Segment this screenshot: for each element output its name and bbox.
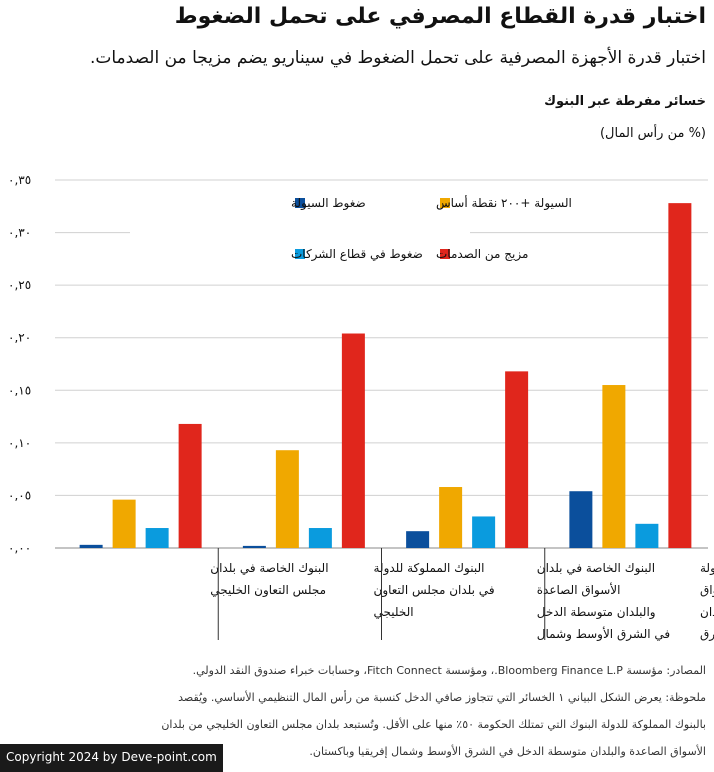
note-text-3: الأسواق الصاعدة والبلدان متوسطة الدخل في…: [309, 745, 706, 758]
legend-swatch: [440, 198, 450, 208]
y-tick-label: ٠,٠٥: [8, 488, 31, 502]
bar: [242, 545, 266, 548]
y-tick-label: ٠,١٥: [8, 383, 31, 397]
copyright-banner: Copyright 2024 by Deve-point.com: [0, 744, 223, 772]
bar: [439, 487, 463, 548]
legend: السيولة +٢٠٠ نقطة أساس ضغوط السيولة مزيج م…: [130, 192, 572, 262]
note-text: ملحوظة: يعرض الشكل البياني ١ الخسائر الت…: [178, 691, 706, 704]
bar: [406, 531, 430, 548]
bar: [79, 544, 103, 548]
chart-title: اختبار قدرة القطاع المصرفي على تحمل الضغ…: [174, 4, 706, 29]
bar: [145, 528, 169, 548]
category-label: البنوك الخاصة في بلدان الأسواق الصاعدة وال…: [537, 561, 670, 650]
bar: [635, 523, 659, 548]
y-tick-label: ٠,٢٥: [8, 278, 31, 292]
bar-chart: ٠,٠٠ ٠,٠٥ ٠,١٠ ٠,١٥ ٠,٢٠ ٠,٢٥ ٠,٣٠ ٠,٣٥ البنوك …: [8, 173, 714, 650]
sources-text: المصادر: مؤسسة Bloomberg Finance L.P.، و…: [192, 664, 706, 677]
y-tick-label: ٠,٣٥: [8, 173, 31, 187]
category-label: البنوك المملوكة للدولة في بلدان مجلس التع…: [374, 561, 495, 619]
legend-swatch: [295, 249, 305, 259]
y-tick-label: ٠,٠٠: [8, 541, 31, 555]
bar: [341, 333, 365, 548]
y-axis-unit: (% من رأس المال): [599, 126, 706, 141]
category-labels: البنوك الخاصة في بلدان مجلس التعاون الخلي…: [210, 548, 714, 650]
y-tick-label: ٠,١٠: [8, 436, 31, 450]
bar: [275, 450, 299, 548]
bar: [308, 528, 332, 548]
legend-label: مزيج من الصدمات: [436, 247, 528, 262]
chart-subtitle: اختبار قدرة الأجهزة المصرفية على تحمل ال…: [89, 48, 706, 68]
legend-label: السيولة +٢٠٠ نقطة أساس: [436, 195, 572, 211]
category-label: البنوك الخاصة في بلدان مجلس التعاون الخلي…: [210, 561, 328, 598]
note-text-2: بالبنوك المملوكة للدولة البنوك التي تمتل…: [161, 718, 706, 731]
legend-label: ضغوط في قطاع الشركات: [291, 247, 423, 262]
sources-notes: المصادر: مؤسسة Bloomberg Finance L.P.، و…: [6, 657, 706, 765]
y-tick-label: ٠,٣٠: [8, 226, 31, 240]
bar: [472, 516, 496, 548]
bar: [602, 385, 626, 548]
legend-swatch: [440, 249, 450, 259]
y-tick-labels: ٠,٠٠ ٠,٠٥ ٠,١٠ ٠,١٥ ٠,٢٠ ٠,٢٥ ٠,٣٠ ٠,٣٥: [8, 173, 31, 555]
legend-swatch: [295, 198, 305, 208]
bar: [505, 371, 529, 548]
bar: [569, 491, 593, 548]
bars: [79, 203, 692, 549]
bar: [112, 499, 136, 548]
bar: [178, 423, 202, 548]
y-axis-label: خسائر مفرطة عبر البنوك: [544, 94, 706, 109]
legend-label: ضغوط السيولة: [291, 196, 366, 211]
y-tick-label: ٠,٢٠: [8, 331, 31, 345]
bar: [668, 203, 692, 549]
